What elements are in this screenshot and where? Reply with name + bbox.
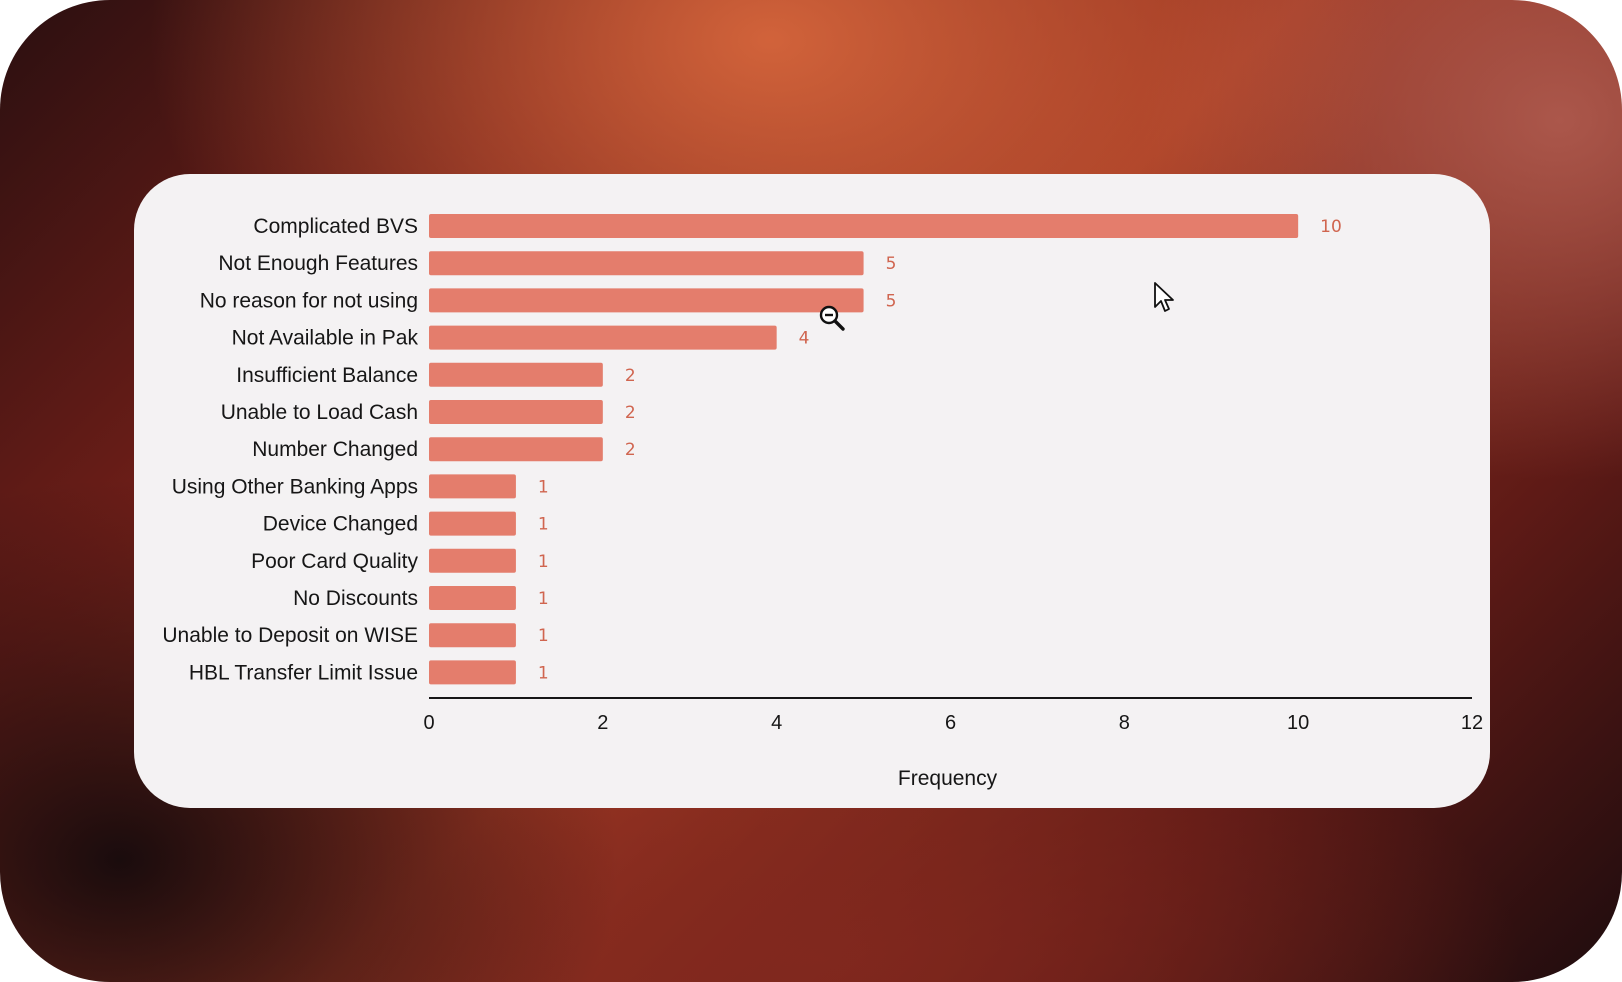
zoom-out-cursor-icon <box>819 305 845 331</box>
bar <box>429 362 603 387</box>
bar <box>429 548 516 573</box>
value-label: 1 <box>538 552 549 572</box>
value-label: 5 <box>886 254 897 274</box>
bar <box>429 623 516 648</box>
category-label: HBL Transfer Limit Issue <box>189 661 418 684</box>
category-label: Complicated BVS <box>253 215 418 238</box>
value-label: 4 <box>799 329 810 349</box>
chart-card <box>134 174 1490 808</box>
bar <box>429 474 516 499</box>
value-labels-group: 10 5 5 4 2 2 2 1 1 1 1 1 1 <box>538 217 1342 683</box>
value-label: 2 <box>625 366 636 386</box>
category-label: Poor Card Quality <box>251 550 418 573</box>
x-tick-label: 4 <box>771 712 782 734</box>
arrow-cursor-icon <box>1154 282 1174 312</box>
x-tick-label: 12 <box>1461 712 1483 734</box>
bar <box>429 586 516 610</box>
value-label: 1 <box>538 477 549 497</box>
value-label: 10 <box>1320 217 1342 237</box>
bar <box>429 660 516 685</box>
category-label: Device Changed <box>263 513 418 536</box>
category-label: Number Changed <box>252 438 418 461</box>
x-axis-ticks-group: 0 2 4 6 8 10 12 <box>423 712 1483 734</box>
value-label: 2 <box>625 440 636 460</box>
value-label: 2 <box>625 403 636 423</box>
value-label: 1 <box>538 663 549 683</box>
x-axis-title: Frequency <box>898 767 998 790</box>
value-label: 1 <box>538 515 549 535</box>
bars-group <box>429 214 1299 685</box>
x-tick-label: 2 <box>597 712 608 734</box>
value-label: 5 <box>886 291 897 311</box>
category-label: No Discounts <box>293 587 418 610</box>
bar <box>429 400 603 424</box>
category-label: Unable to Load Cash <box>221 401 418 424</box>
category-labels-group: Complicated BVS Not Enough Features No rea… <box>162 215 418 684</box>
value-label: 1 <box>538 626 549 646</box>
category-label: Not Available in Pak <box>232 327 419 350</box>
x-tick-label: 0 <box>423 712 434 734</box>
x-tick-label: 10 <box>1287 712 1309 734</box>
x-tick-label: 8 <box>1119 712 1130 734</box>
category-label: Not Enough Features <box>218 252 418 275</box>
x-tick-label: 6 <box>945 712 956 734</box>
category-label: No reason for not using <box>200 289 418 312</box>
value-label: 1 <box>538 589 549 609</box>
bar <box>429 437 603 462</box>
category-label: Using Other Banking Apps <box>172 475 418 498</box>
bar <box>429 214 1299 238</box>
bar <box>429 511 516 536</box>
bar <box>429 325 777 350</box>
bar <box>429 288 864 313</box>
category-label: Unable to Deposit on WISE <box>162 624 418 647</box>
bar <box>429 251 864 276</box>
category-label: Insufficient Balance <box>236 364 418 387</box>
